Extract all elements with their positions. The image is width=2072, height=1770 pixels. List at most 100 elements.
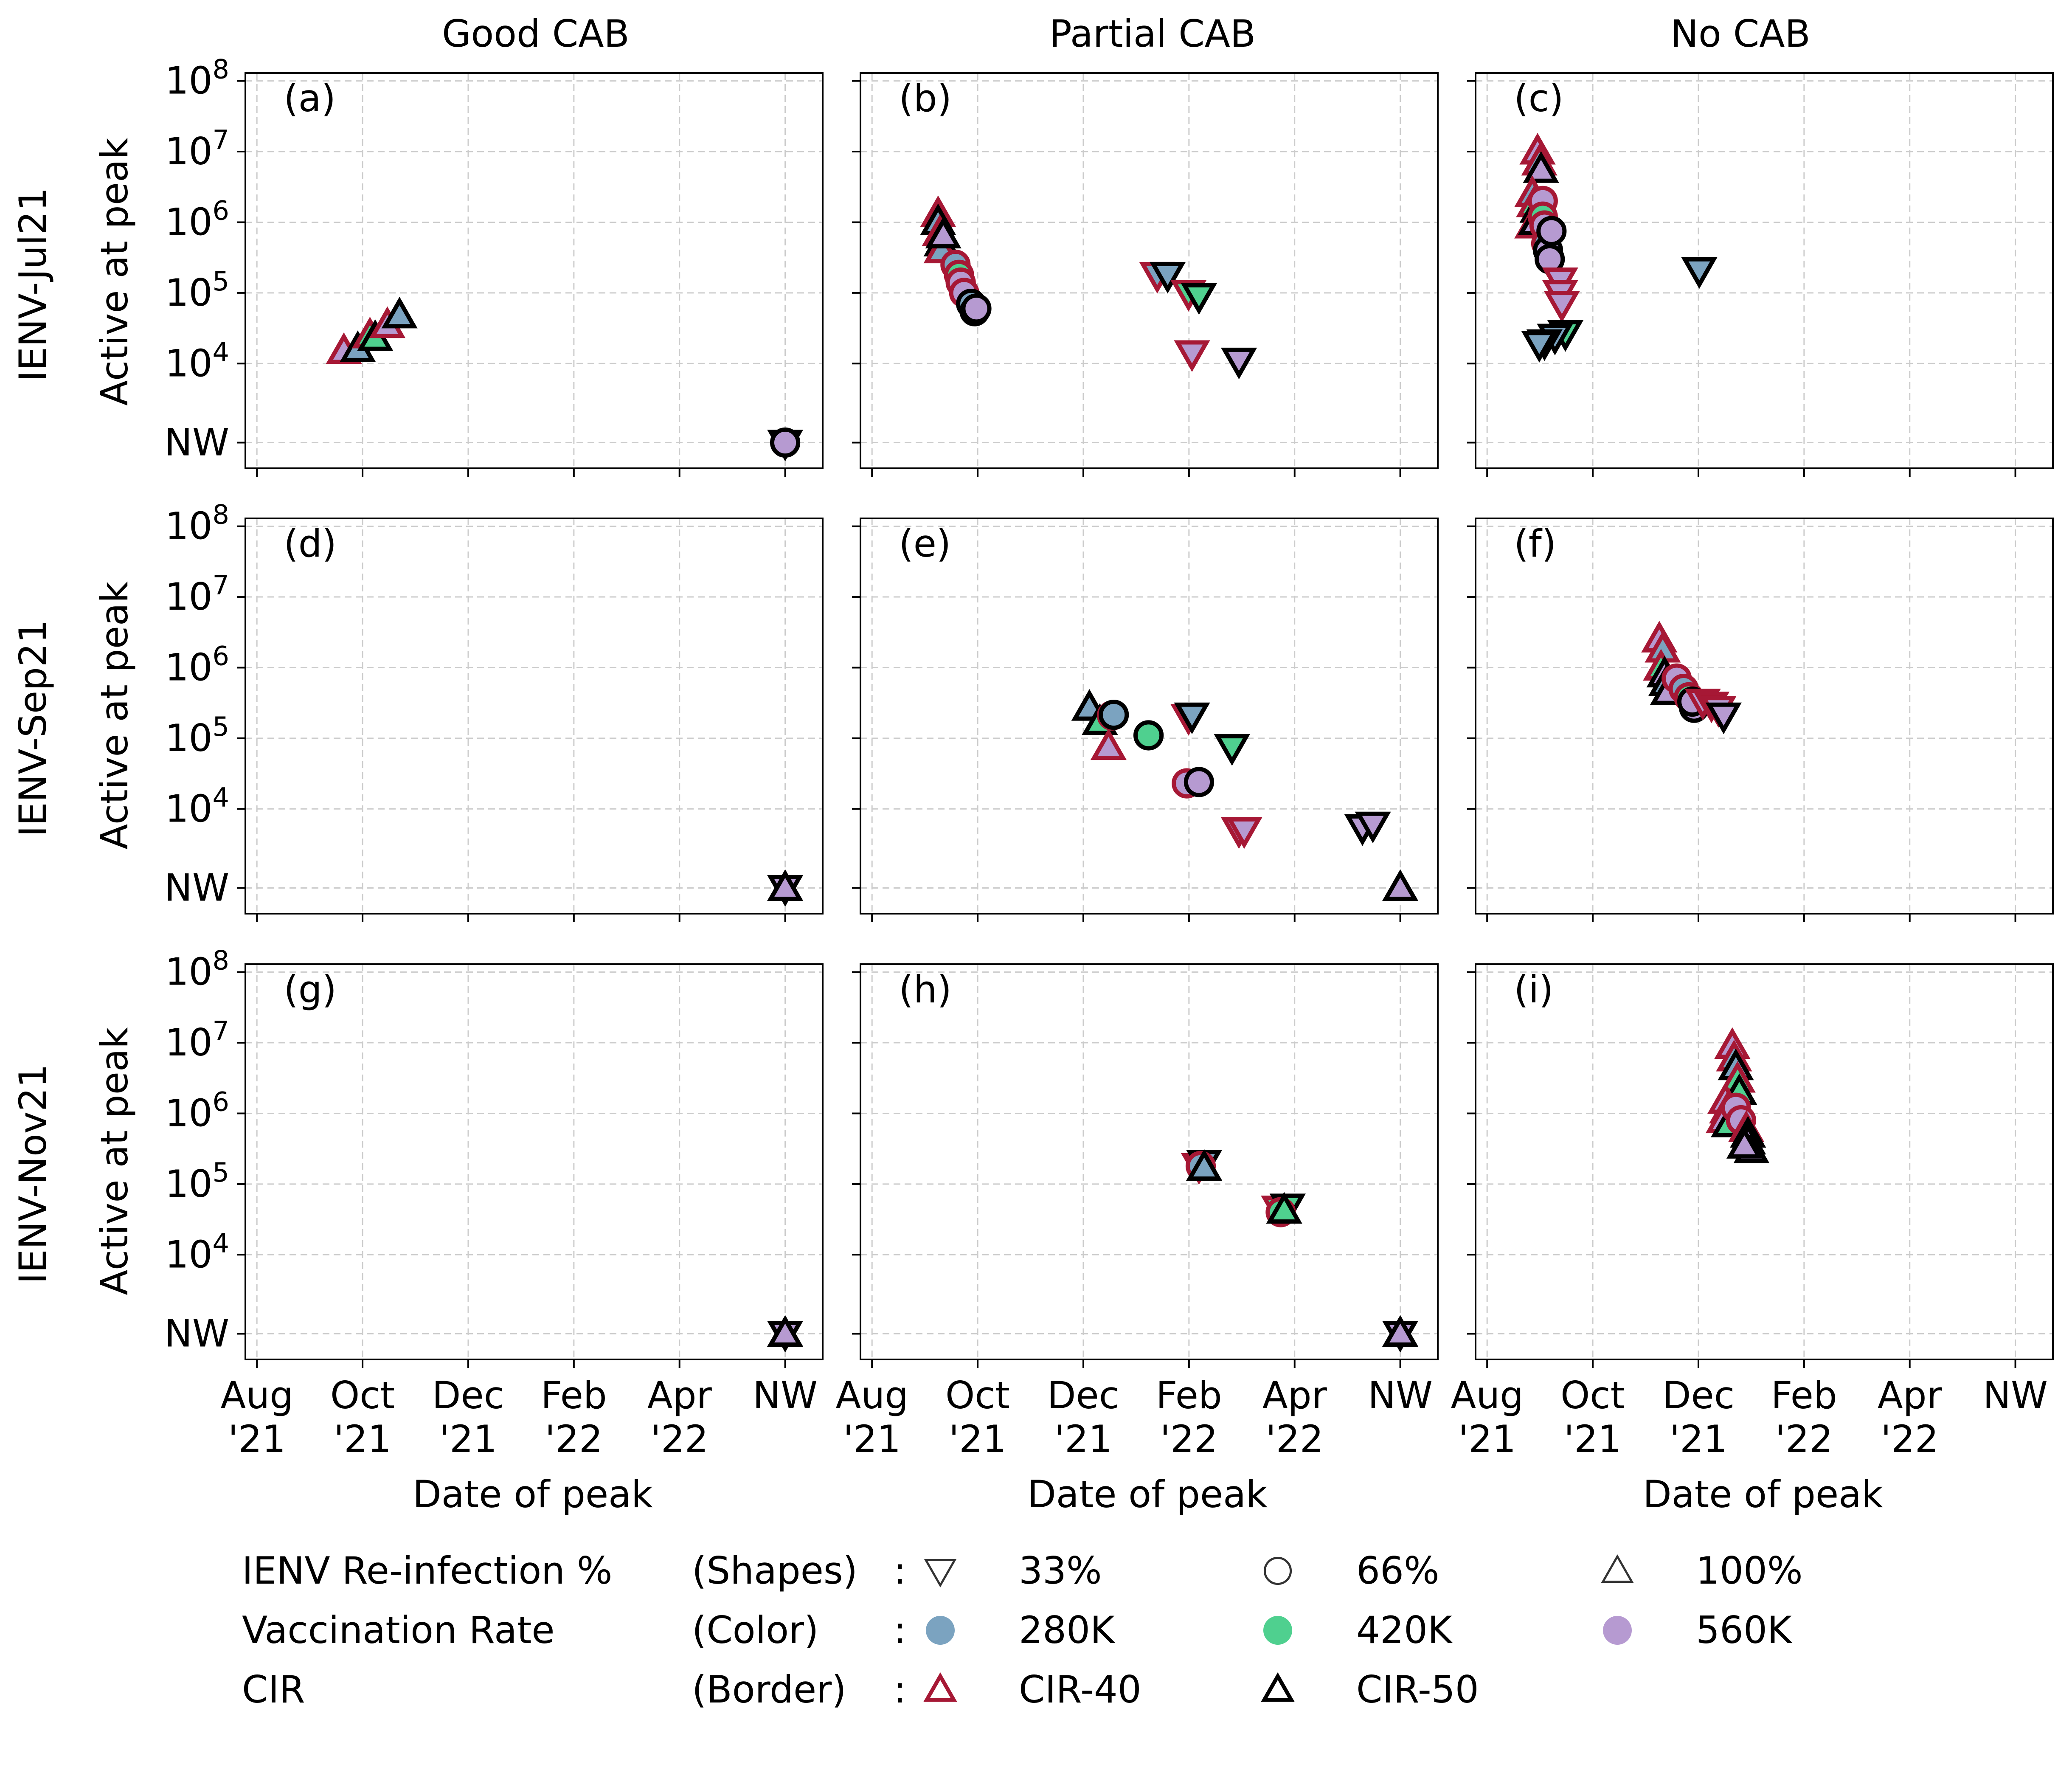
data-point <box>961 293 992 324</box>
x-tick-label-year: '21 <box>439 1417 497 1461</box>
x-tick-label-year: '22 <box>1775 1417 1833 1461</box>
data-point <box>1521 331 1558 363</box>
legend-item-label: CIR-50 <box>1356 1668 1479 1711</box>
panel-b: (b) <box>852 72 1439 477</box>
legend-item-label: 33% <box>1019 1549 1102 1593</box>
panel-frame <box>1475 963 2054 1360</box>
data-point <box>1681 257 1718 289</box>
x-tick-label-year: '21 <box>843 1417 901 1461</box>
y-tick-label: 106 <box>165 1086 229 1135</box>
legend-sep: : <box>894 1668 906 1711</box>
x-tick-label-year: '22 <box>545 1417 603 1461</box>
x-tick-label-month: NW <box>1983 1373 2048 1417</box>
y-tick-label: 106 <box>165 640 229 689</box>
legend-color-swatch <box>1263 1616 1292 1645</box>
y-tick-label: 104 <box>165 1227 229 1276</box>
data-point <box>1090 728 1127 760</box>
x-tick-label-year: '21 <box>334 1417 391 1461</box>
panel-letter: (h) <box>899 968 951 1011</box>
x-tick-label-month: Dec <box>1662 1373 1735 1417</box>
legend-sep: : <box>894 1608 906 1652</box>
x-tick-label-month: Feb <box>1156 1373 1222 1417</box>
x-tick-label-month: Dec <box>432 1373 504 1417</box>
panel-frame <box>860 72 1439 469</box>
x-axis-label-col3: Date of peak <box>1643 1472 1883 1516</box>
y-tick-label: 107 <box>165 570 229 619</box>
data-point <box>1226 817 1262 849</box>
y-axis-label-row2: Active at peak <box>93 581 136 850</box>
legend-item-label: 420K <box>1356 1608 1453 1652</box>
x-axis-label-col1: Date of peak <box>413 1472 653 1516</box>
y-tick-label: 105 <box>165 711 229 760</box>
legend-shape-tri-down <box>924 1559 957 1588</box>
x-tick-label-year: '21 <box>228 1417 286 1461</box>
y-tick-label: 107 <box>165 124 229 173</box>
legend-row-label: IENV Re-infection % <box>242 1549 613 1593</box>
legend-row-kind: (Border) <box>692 1668 846 1711</box>
x-tick-label-month: Oct <box>1560 1373 1625 1417</box>
data-point <box>1543 291 1580 323</box>
data-point <box>1214 734 1250 766</box>
data-point <box>925 217 961 249</box>
y-tick-label: 106 <box>165 195 229 244</box>
y-tick-label: 108 <box>165 945 229 994</box>
y-tick-label: 104 <box>165 336 229 385</box>
panel-c: (c) <box>1467 72 2054 477</box>
x-tick-label-month: Dec <box>1047 1373 1119 1417</box>
x-tick-label-month: Apr <box>1878 1373 1943 1417</box>
legend-item-label: 280K <box>1019 1608 1116 1652</box>
x-tick-label-year: '22 <box>1881 1417 1939 1461</box>
data-point <box>1382 869 1419 901</box>
data-point <box>1726 1127 1763 1159</box>
column-title-partial-cab: Partial CAB <box>1049 12 1256 56</box>
x-tick-label-month: Oct <box>330 1373 395 1417</box>
panel-frame <box>860 518 1439 915</box>
legend-shape-circle <box>1263 1556 1292 1585</box>
data-point <box>1150 262 1186 294</box>
panel-g: 108107106105104NWAug'21Oct'21Dec'21Feb'2… <box>164 945 824 1461</box>
data-point <box>1181 283 1217 315</box>
row-title-sep21: IENV-Sep21 <box>11 619 55 837</box>
x-tick-label-year: '22 <box>1266 1417 1324 1461</box>
legend-sep: : <box>894 1549 906 1593</box>
panel-frame <box>245 518 824 915</box>
data-point <box>381 296 418 329</box>
legend-item-label: 100% <box>1696 1549 1803 1593</box>
x-tick-label-month: Apr <box>647 1373 712 1417</box>
legend-item-label: 560K <box>1696 1608 1793 1652</box>
panel-f: (f) <box>1467 518 2054 922</box>
panel-letter: (d) <box>284 522 337 566</box>
x-tick-label-month: Oct <box>945 1373 1010 1417</box>
y-axis-label-row3: Active at peak <box>93 1027 136 1295</box>
data-point <box>1221 347 1257 380</box>
panel-letter: (i) <box>1514 968 1553 1011</box>
x-tick-label-month: Apr <box>1262 1373 1327 1417</box>
panel-letter: (b) <box>899 76 952 120</box>
panel-frame <box>245 963 824 1360</box>
x-tick-label-year: '21 <box>1564 1417 1622 1461</box>
x-axis-label-col2: Date of peak <box>1027 1472 1268 1516</box>
legend-row-label: Vaccination Rate <box>242 1608 555 1652</box>
legend-row-kind: (Color) <box>692 1608 818 1652</box>
legend-color-swatch <box>926 1616 955 1645</box>
row-title-jul21: IENV-Jul21 <box>11 187 55 381</box>
column-title-no-cab: No CAB <box>1670 12 1811 56</box>
x-tick-label-month: Feb <box>1771 1373 1837 1417</box>
x-tick-label-year: '21 <box>949 1417 1006 1461</box>
x-tick-label-year: '22 <box>651 1417 708 1461</box>
data-point <box>1174 702 1210 734</box>
panel-letter: (e) <box>899 522 951 566</box>
panel-frame <box>860 963 1439 1360</box>
panel-a: 108 107 106 105 104 NW (a) <box>164 54 824 477</box>
row-title-nov21: IENV-Nov21 <box>11 1064 55 1284</box>
data-point <box>767 1315 804 1347</box>
y-tick-label: 105 <box>165 1157 229 1206</box>
y-tick-label: 108 <box>165 499 229 548</box>
panel-frame <box>1475 518 2054 915</box>
x-tick-label-month: Feb <box>541 1373 607 1417</box>
x-tick-label-month: NW <box>753 1373 818 1417</box>
panel-frame <box>1475 72 2054 469</box>
panel-e: (e) <box>852 518 1439 922</box>
